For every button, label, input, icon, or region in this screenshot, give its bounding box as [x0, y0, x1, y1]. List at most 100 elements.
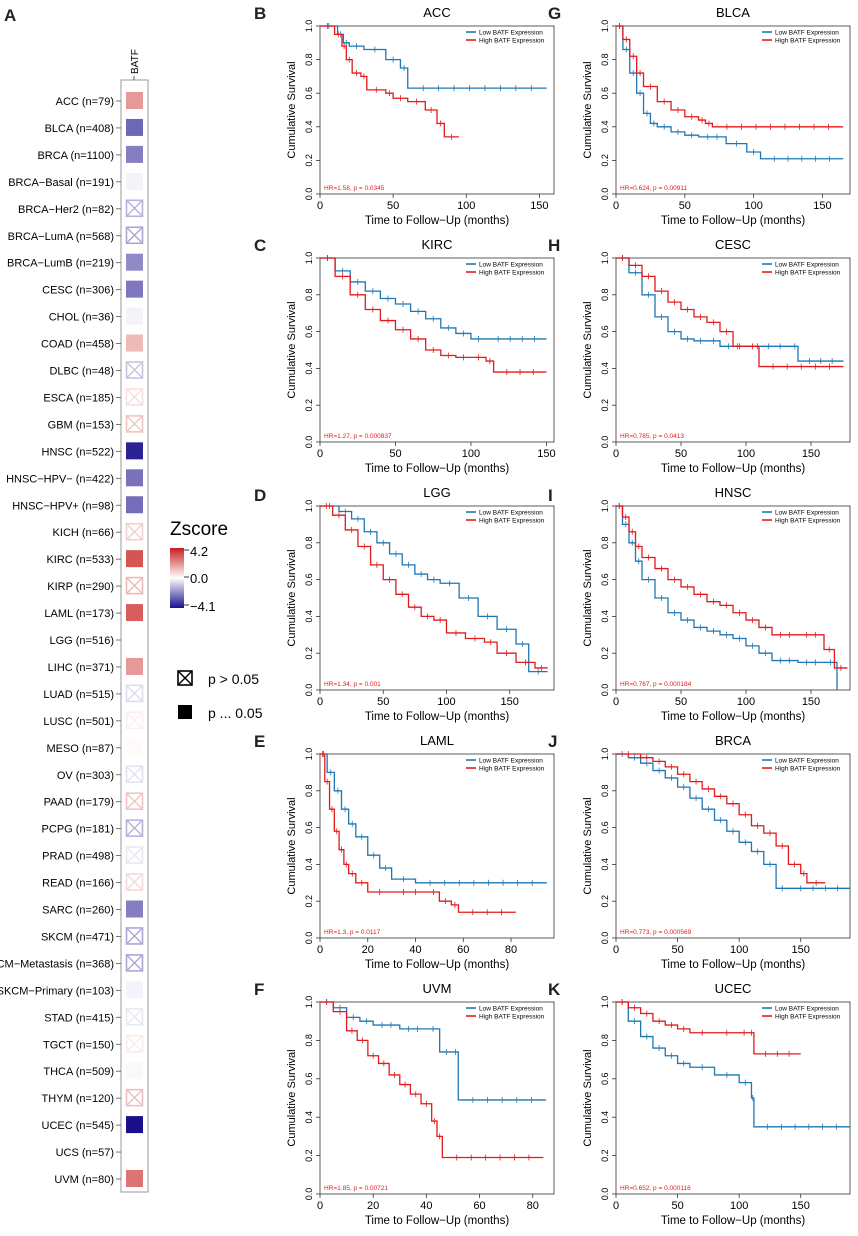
legend-le-label: p ... 0.05: [208, 705, 263, 721]
y-tick-label: 0.8: [304, 537, 314, 550]
heatmap-row-label: MESO (n=87): [46, 743, 114, 755]
x-tick-label: 20: [367, 1200, 379, 1212]
heatmap-cell-nonsig: [125, 927, 144, 945]
x-tick-label: 100: [462, 448, 480, 460]
legend-label: Low BATF Expression: [479, 758, 543, 765]
y-tick-label: 0.8: [304, 785, 314, 798]
x-axis-label: Time to Follow−Up (months): [365, 215, 509, 227]
y-tick-label: 0.4: [600, 121, 610, 134]
legend-label: High BATF Expression: [479, 38, 545, 45]
hr-annotation: HR=0.785, p = 0.0413: [620, 433, 684, 440]
high-expression-curve: [320, 257, 547, 373]
heatmap-row-label: ESCA (n=185): [43, 392, 114, 404]
y-tick-label: 0.0: [600, 932, 610, 945]
y-axis-label: Cumulative Survival: [286, 797, 298, 894]
heatmap-column-label: BATF: [130, 49, 141, 74]
y-tick-label: 1.0: [600, 500, 610, 513]
heatmap-row: THYM (n=120): [42, 1088, 144, 1107]
hr-annotation: HR=1.58, p = 0.0345: [324, 185, 385, 192]
low-expression-curve: [320, 505, 548, 673]
plot-frame: [615, 257, 851, 443]
censor-marks: [619, 23, 829, 130]
high-expression-curve: [616, 1001, 801, 1055]
heatmap-row-label: THCA (n=509): [43, 1066, 114, 1078]
y-axis-label: Cumulative Survival: [582, 549, 594, 646]
y-tick-label: 0.8: [600, 1034, 610, 1047]
y-tick-label: 0.2: [304, 647, 314, 660]
y-tick-label: 0.0: [600, 188, 610, 201]
heatmap-cell: [126, 145, 143, 163]
heatmap-row-label: HNSC−HPV− (n=422): [6, 473, 114, 485]
legend-label: Low BATF Expression: [479, 30, 543, 37]
x-tick-label: 20: [362, 944, 374, 956]
plot-frame: [319, 505, 555, 691]
y-tick-label: 0.6: [600, 87, 610, 100]
legend-gt-symbol: [177, 670, 193, 686]
high-expression-curve: [616, 753, 826, 884]
legend-color-bar: [170, 548, 184, 608]
heatmap-row: BRCA−Her2 (n=82): [18, 199, 144, 218]
censor-marks: [327, 255, 534, 376]
panel-letter-g: G: [548, 4, 562, 23]
censor-marks: [627, 751, 817, 886]
y-tick-label: 1.0: [304, 20, 314, 33]
heatmap-cell: [126, 469, 143, 487]
heatmap-row: MESO (n=87): [46, 738, 143, 756]
panel-letter-k: K: [548, 980, 561, 999]
legend-label: High BATF Expression: [775, 270, 841, 277]
heatmap-row: ESCA (n=185): [43, 388, 144, 406]
censor-marks: [326, 23, 453, 140]
heatmap-row: UVM (n=80): [54, 1170, 143, 1187]
chart-title: UVM: [423, 981, 452, 996]
legend-title: Zscore: [170, 519, 228, 540]
hr-annotation: HR=0.767, p = 0.000184: [620, 681, 692, 688]
x-tick-label: 0: [317, 448, 323, 460]
km-plot-brca: BRCA 0.0 0.2 0.4 0.6 0.8 1.0 0 50 100 150 Time to F…: [582, 733, 851, 971]
x-axis-label: Time to Follow−Up (months): [365, 1215, 509, 1227]
heatmap-cell: [126, 118, 143, 136]
heatmap-row-label: SARC (n=260): [42, 905, 114, 917]
censor-marks: [621, 999, 790, 1057]
censor-marks: [326, 999, 530, 1161]
x-tick-label: 100: [737, 696, 755, 708]
y-tick-label: 0.6: [304, 573, 314, 586]
heatmap-row-label: COAD (n=458): [41, 339, 114, 351]
panel-letter-f: F: [254, 980, 265, 999]
heatmap-row: BRCA (n=1100): [37, 145, 143, 163]
plot-frame: [615, 505, 851, 691]
legend-label: High BATF Expression: [775, 766, 841, 773]
y-tick-label: 0.0: [304, 436, 314, 449]
legend-mid-label: 0.0: [190, 571, 208, 586]
heatmap-cell-nonsig: [125, 954, 144, 972]
heatmap-cell-nonsig: [125, 576, 144, 595]
heatmap-row-label: LIHC (n=371): [48, 662, 114, 674]
y-tick-label: 0.6: [304, 87, 314, 100]
heatmap-cell-nonsig: [125, 711, 144, 730]
km-plot-kirc: KIRC 0.0 0.2 0.4 0.6 0.8 1.0 0 50 100 150 Time to F…: [286, 237, 556, 475]
chart-title: BRCA: [715, 733, 751, 748]
heatmap-row-label: BRCA−Her2 (n=82): [18, 204, 114, 216]
heatmap-cell-nonsig: [125, 684, 144, 703]
y-tick-label: 0.6: [600, 1073, 610, 1086]
km-plot-cesc: CESC 0.0 0.2 0.4 0.6 0.8 1.0 0 50 100 150 Time to F…: [582, 237, 851, 475]
heatmap-row: KIRC (n=533): [46, 550, 143, 568]
heatmap-row-label: SKCM−Primary (n=103): [0, 985, 114, 997]
x-tick-label: 150: [537, 448, 555, 460]
low-expression-curve: [320, 753, 547, 884]
chart-title: LAML: [420, 733, 454, 748]
heatmap-row-label: KIRP (n=290): [47, 581, 114, 593]
heatmap-row: TGCT (n=150): [43, 1034, 144, 1053]
heatmap-cell: [126, 657, 143, 675]
y-tick-label: 0.6: [600, 821, 610, 834]
panel-letter-j: J: [548, 732, 558, 751]
y-tick-label: 0.8: [600, 785, 610, 798]
heatmap-cell-nonsig: [125, 819, 144, 837]
y-tick-label: 0.6: [600, 325, 610, 338]
heatmap-cell-nonsig: [125, 1088, 144, 1107]
y-tick-label: 0.0: [304, 1188, 314, 1201]
censor-marks: [326, 999, 532, 1103]
y-tick-label: 0.0: [304, 684, 314, 697]
y-tick-label: 1.0: [600, 20, 610, 33]
heatmap-row-label: UCEC (n=545): [42, 1120, 114, 1132]
x-tick-label: 0: [317, 1200, 323, 1212]
